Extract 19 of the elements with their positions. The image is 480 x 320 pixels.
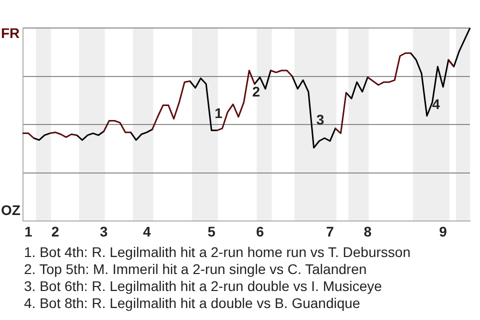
annotation: 1: [214, 104, 223, 121]
text: 2. Top 5th: M. Immeril hit a 2-run single vs C. Talandren: [24, 261, 368, 278]
x-tick-label: 8: [364, 223, 372, 240]
annotation: 4: [432, 96, 440, 112]
x-tick-label: 2: [51, 223, 60, 240]
x-tick-label: 1: [24, 223, 32, 240]
text: FR: [1, 24, 20, 41]
x-tick-label: 6: [256, 223, 264, 240]
x-tick-label: 5: [208, 223, 216, 240]
annotation: 2: [252, 84, 260, 100]
x-tick-label: 4: [142, 223, 151, 240]
text: OZ: [1, 202, 21, 218]
x-tick-label: 7: [326, 223, 334, 240]
text: 3. Bot 6th: R. Legilmalith hit a 2-run double vs I. Musiceye: [24, 278, 383, 295]
x-tick-label: 3: [100, 223, 108, 240]
text: 4. Bot 8th: R. Legilmalith hit a double vs B. Guandique: [24, 295, 362, 312]
text: 1. Bot 4th: R. Legilmalith hit a 2-run home run vs T. Debursson: [24, 244, 410, 261]
annotation: 3: [316, 112, 324, 128]
x-tick-label: 9: [439, 223, 448, 240]
